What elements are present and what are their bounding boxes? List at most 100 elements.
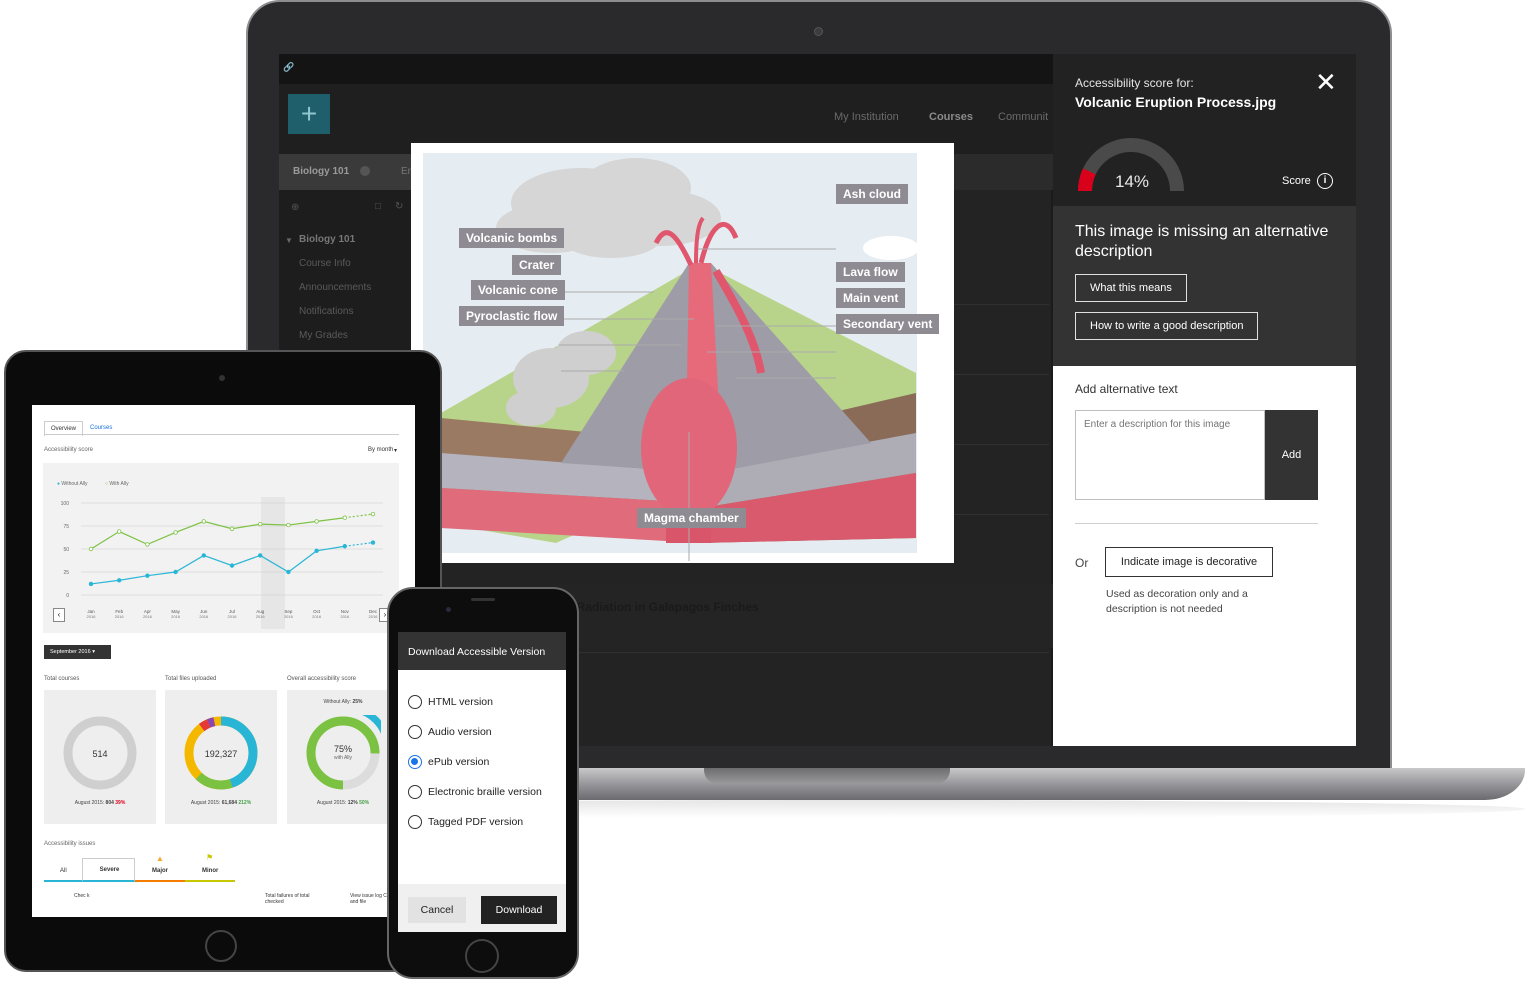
refresh-icon[interactable]: ↻ [395,201,404,212]
alt-text-input[interactable] [1075,410,1265,500]
x-tick-year: 2016 [115,614,125,619]
label-secondary-vent: Secondary vent [836,314,940,334]
score-for-label: Accessibility score for: [1075,76,1194,90]
add-alt-text-label: Add alternative text [1075,382,1178,396]
label-lava-flow: Lava flow [836,262,905,282]
lms-logo: + [288,94,330,134]
x-tick-year: 2016 [87,614,97,619]
content-row [559,584,1059,648]
add-button[interactable]: Add [1265,410,1318,500]
radio-icon [408,815,422,829]
total-files-card: 192,327 August 2015: 61,684 212% [165,690,277,824]
sidebar-item-my-grades[interactable]: My Grades [299,330,348,341]
sidebar-item-course-info[interactable]: Course Info [299,258,351,269]
issue-tab-severe[interactable]: Severe [82,858,135,882]
how-to-write-button[interactable]: How to write a good description [1075,312,1259,340]
series-without-ally-point[interactable] [116,578,122,583]
x-tick-year: 2016 [369,614,379,619]
issue-tab-all[interactable]: All [60,868,67,874]
close-icon[interactable]: ✕ [1315,67,1337,97]
laptop-notch [704,768,950,784]
cancel-button[interactable]: Cancel [408,897,466,923]
content-item-title[interactable]: ve Radiation in Galapagos Finches [560,600,759,614]
series-without-ally-point[interactable] [145,573,150,578]
y-tick-label: 50 [63,547,69,553]
series-with-ally-point[interactable] [229,526,235,531]
option-audio[interactable]: Audio version [408,725,492,739]
chevron-down-icon: ▼ [285,236,293,245]
option-braille[interactable]: Electronic braille version [408,785,542,799]
phone-camera [446,607,451,612]
what-this-means-button[interactable]: What this means [1075,274,1187,302]
series-with-ally-point[interactable] [286,522,291,528]
radio-icon [408,785,422,799]
series-with-ally-point[interactable] [116,529,122,534]
sidebar-item-notifications[interactable]: Notifications [299,306,354,317]
issue-tab-minor[interactable]: Minor [202,868,219,874]
series-with-ally-point[interactable] [173,530,178,535]
table-head-failures: Total failures of total checked [265,893,310,905]
series-without-ally-point[interactable] [257,553,263,558]
sidebar-item-announcements[interactable]: Announcements [299,282,372,293]
chart-prev-button[interactable]: ‹ [53,608,65,622]
card-title-overall: Overall accessibility score [287,676,357,682]
series-with-ally-point[interactable] [145,542,150,547]
series-without-ally-point[interactable] [314,548,319,554]
download-button[interactable]: Download [481,896,557,924]
series-with-ally-point[interactable] [201,519,206,524]
sidebar-item-biology[interactable]: Biology 101 [299,234,356,245]
nav-my-institution[interactable]: My Institution [834,111,899,123]
series-with-ally-point[interactable] [88,546,94,552]
radio-selected-icon [408,755,422,769]
accessibility-line-chart: 1007550250Jan2016Feb2016Apr2016May2016Ju… [61,497,383,629]
radio-icon [408,695,422,709]
option-tagged-pdf[interactable]: Tagged PDF version [408,815,523,829]
issue-tab-major[interactable]: Major [152,868,169,874]
label-crater: Crater [512,255,562,275]
series-without-ally-point[interactable] [342,544,347,549]
ally-feedback-panel: Accessibility score for: Volcanic Erupti… [1053,54,1356,746]
y-tick-label: 0 [66,593,69,599]
series-without-ally-point[interactable] [173,569,178,575]
tab-overview[interactable]: Overview [44,421,84,436]
x-tick-label: Jul [229,609,235,614]
accessibility-issues-label: Accessibility issues [44,841,96,847]
series-without-ally-point[interactable] [201,553,206,558]
series-without-ally-point[interactable] [88,581,94,587]
table-head-check[interactable]: Chec k [74,893,90,899]
courses-ring [63,716,137,790]
nav-courses[interactable]: Courses [929,111,974,123]
table-head-issue-log[interactable]: View issue log Course and file [350,893,400,905]
missing-description-message: This image is missing an alternative des… [1075,223,1329,260]
indicate-decorative-button[interactable]: Indicate image is decorative [1105,547,1273,577]
y-tick-label: 100 [61,501,70,507]
x-tick-year: 2016 [340,614,350,619]
option-html[interactable]: HTML version [408,695,493,709]
card-title-courses: Total courses [44,676,80,682]
content-divider [459,652,1049,653]
phone-speaker [471,598,495,601]
series-without-ally-point[interactable] [286,569,291,575]
label-pyroclastic-flow: Pyroclastic flow [459,306,565,326]
tab-courses[interactable]: Courses [90,425,113,431]
x-tick-label: Jan [87,609,95,614]
flag-icon: ⚑ [206,853,214,862]
total-courses-card: 514 August 2015: 804 39% [44,690,156,824]
by-month-select[interactable]: By month [368,447,394,453]
series-without-ally-point[interactable] [370,540,376,545]
series-with-ally-point[interactable] [314,519,319,524]
series-with-ally-point[interactable] [257,521,263,527]
folder-icon[interactable]: □ [375,201,382,212]
laptop-camera [814,27,823,36]
option-epub[interactable]: ePub version [408,755,489,769]
info-icon[interactable]: i [1317,173,1333,189]
nav-community[interactable]: Communit [998,111,1049,123]
option-label: Tagged PDF version [428,816,524,828]
month-selector[interactable]: September 2016 ▾ [44,645,111,659]
series-without-ally-point[interactable] [229,563,235,568]
series-with-ally-point[interactable] [342,515,347,520]
course-tab-biology[interactable]: Biology 101 [279,154,411,190]
overall-sub: with Ally [333,755,353,761]
add-icon[interactable]: ⊕ [291,202,300,213]
series-with-ally-point[interactable] [370,511,376,517]
